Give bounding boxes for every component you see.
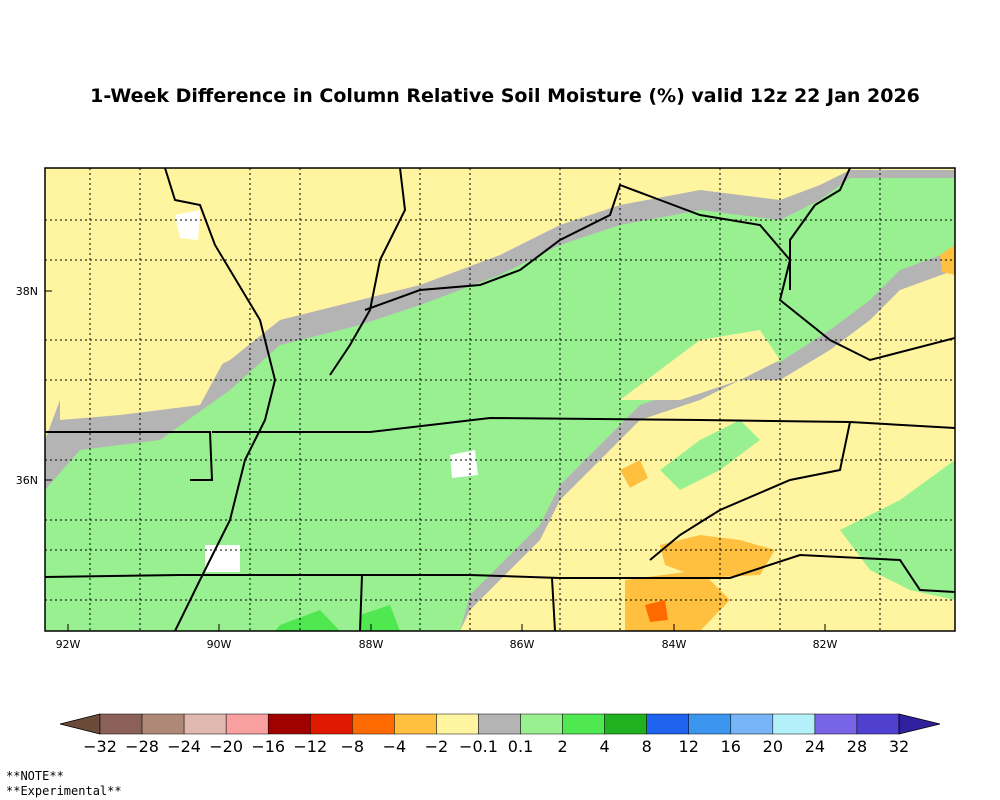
colorbar-label: 32 <box>889 737 909 756</box>
county-lines <box>89 168 881 631</box>
colorbar-label: 20 <box>763 737 783 756</box>
lat-label: 38N <box>16 285 38 298</box>
colorbar-box <box>856 713 900 735</box>
colorbar-box <box>688 713 732 735</box>
colorbar-box <box>183 713 227 735</box>
lon-label: 92W <box>56 638 81 651</box>
state-border <box>329 168 407 376</box>
green-area <box>45 178 955 631</box>
colorbar-box <box>646 713 689 735</box>
colorbar-box <box>267 713 311 735</box>
colorbar-box <box>772 713 816 735</box>
colorbar: −32 −28 −24 −20 −16 −12 −8 −4 −2 −0.1 0.1 2 4 8 12 16 20… <box>59 713 941 756</box>
orange-area <box>660 535 775 578</box>
lon-label: 82W <box>813 638 838 651</box>
colorbar-box <box>814 713 858 735</box>
colorbar-label: −0.1 <box>459 737 498 756</box>
colorbar-label: −2 <box>425 737 449 756</box>
colorbar-label: −20 <box>209 737 243 756</box>
state-border <box>45 553 955 593</box>
colorbar-box <box>352 713 395 735</box>
state-border <box>164 168 277 631</box>
colorbar-label: 16 <box>721 737 741 756</box>
colorbar-box <box>99 713 143 735</box>
state-border <box>789 168 851 290</box>
colorbar-label: 8 <box>642 737 652 756</box>
lon-label: 90W <box>207 638 232 651</box>
colorbar-label: −8 <box>341 737 365 756</box>
colorbar-box <box>141 713 185 735</box>
green-area <box>840 460 955 600</box>
colorbar-label: 24 <box>805 737 825 756</box>
colorbar-box <box>436 713 479 735</box>
lat-label: 36N <box>16 474 38 487</box>
colorbar-label: −12 <box>293 737 327 756</box>
colorbar-label: −28 <box>125 737 159 756</box>
title: 1-Week Difference in Column Relative Soi… <box>90 85 920 107</box>
colorbar-label: 28 <box>847 737 867 756</box>
state-border <box>359 421 851 631</box>
county-lines <box>45 219 955 601</box>
yellow-area <box>60 350 230 420</box>
note: **Experimental** <box>6 784 122 798</box>
colorbar-box <box>604 713 647 735</box>
colorbar-box <box>520 713 563 735</box>
colorbar-box <box>478 713 521 735</box>
map: 38N 36N 92W 90W 88W 86W 84W 82W <box>16 167 956 651</box>
state-border <box>212 416 955 433</box>
colorbar-label: 12 <box>679 737 699 756</box>
colorbar-label: −24 <box>167 737 201 756</box>
orange-area <box>645 600 668 622</box>
yellow-area <box>620 330 780 400</box>
colorbar-box <box>225 713 269 735</box>
colorbar-triangle <box>59 713 101 735</box>
colorbar-label: 4 <box>600 737 610 756</box>
colorbar-box <box>394 713 437 735</box>
lon-label: 88W <box>359 638 384 651</box>
green-area <box>275 605 400 631</box>
note: **NOTE** <box>6 769 64 783</box>
colorbar-box <box>310 713 353 735</box>
colorbar-label: −4 <box>383 737 407 756</box>
colorbar-label: −16 <box>251 737 285 756</box>
state-border <box>364 183 955 362</box>
lon-label: 86W <box>510 638 535 651</box>
colorbar-box <box>730 713 774 735</box>
state-border <box>45 431 214 481</box>
green-area <box>660 420 760 490</box>
colorbar-box <box>562 713 605 735</box>
colorbar-triangle <box>898 713 941 735</box>
colorbar-label: −32 <box>83 737 117 756</box>
map-frame <box>44 167 956 632</box>
colorbar-label: 2 <box>557 737 567 756</box>
lon-label: 84W <box>662 638 687 651</box>
colorbar-label: 0.1 <box>508 737 533 756</box>
